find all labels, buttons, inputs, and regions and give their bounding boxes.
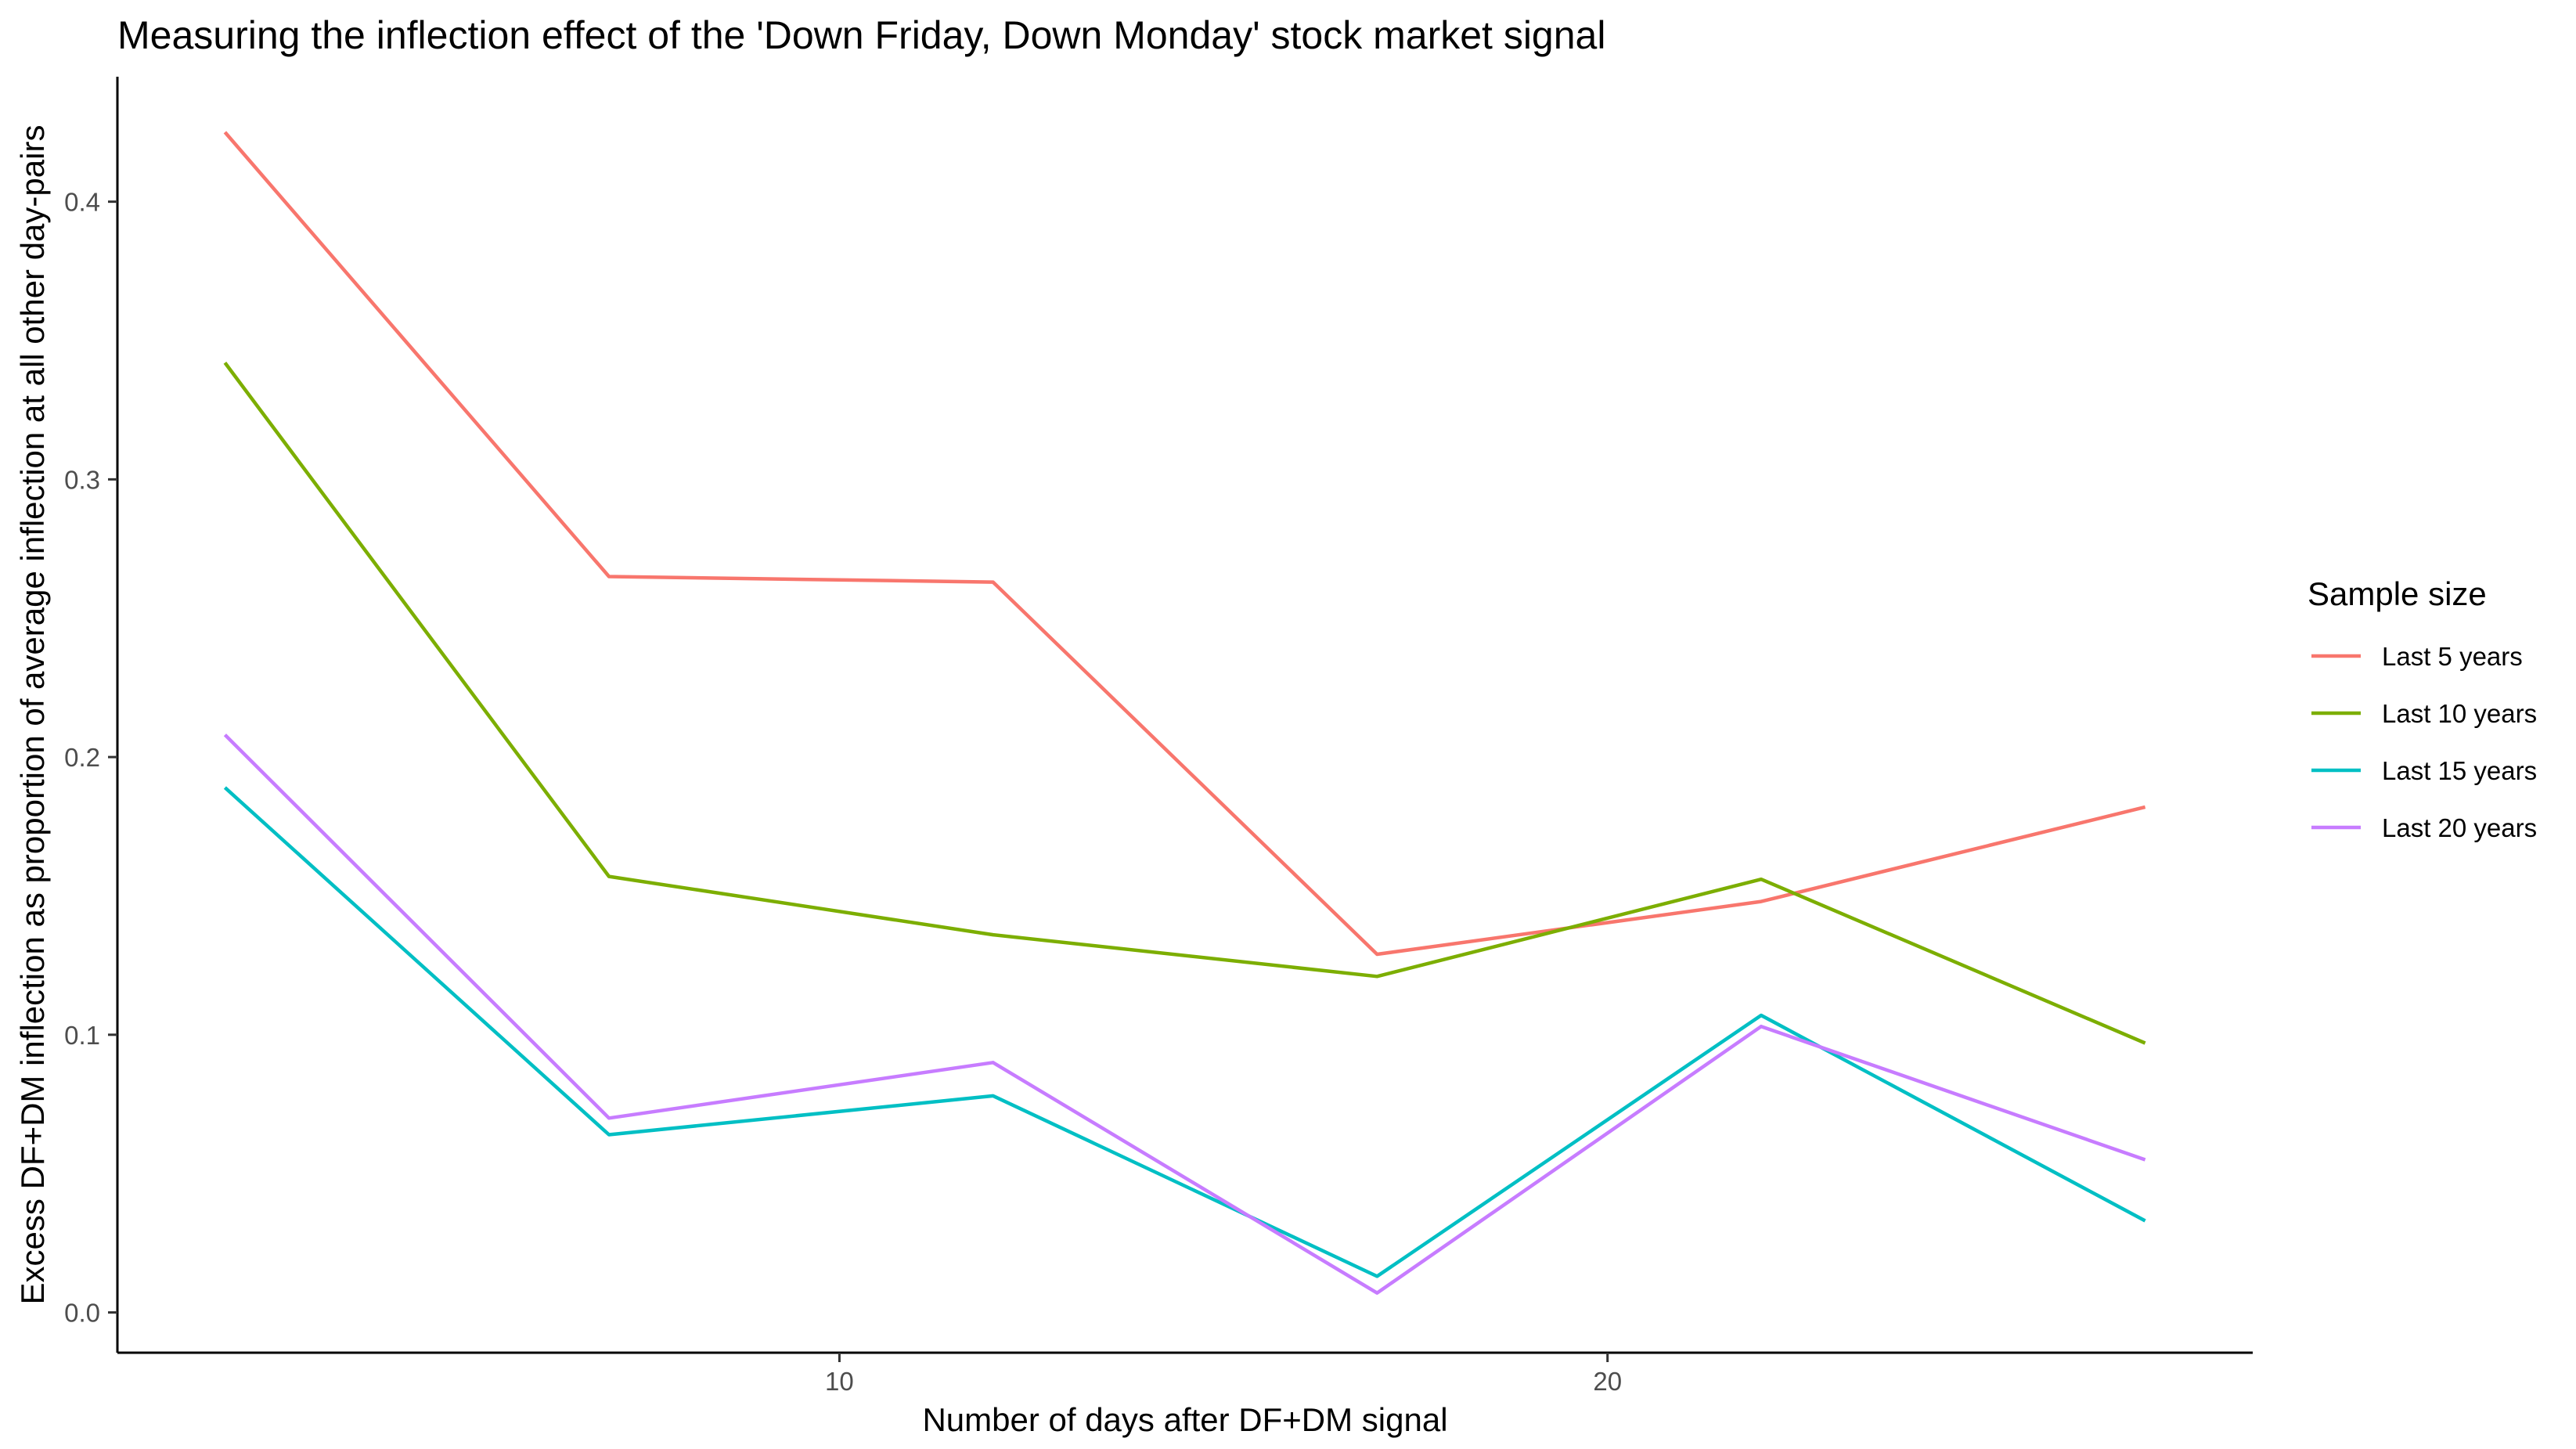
x-tick-label: 20 (1593, 1367, 1622, 1396)
legend-label-last-5-years: Last 5 years (2382, 642, 2523, 671)
y-axis-ticks: 0.0 0.1 0.2 0.3 0.4 (64, 188, 117, 1328)
x-axis-label: Number of days after DF+DM signal (922, 1401, 1447, 1438)
y-tick-label: 0.4 (64, 188, 100, 217)
x-axis-ticks: 10 20 (825, 1353, 1622, 1396)
legend-label-last-15-years: Last 15 years (2382, 756, 2537, 785)
legend-label-last-10-years: Last 10 years (2382, 699, 2537, 728)
series-line-last-10-years (223, 362, 2146, 1045)
legend-label-last-20-years: Last 20 years (2382, 813, 2537, 842)
plot-area (223, 131, 2146, 1295)
legend: Sample size Last 5 years Last 10 years Las… (2308, 575, 2537, 842)
y-tick-label: 0.3 (64, 465, 100, 494)
y-tick-label: 0.0 (64, 1299, 100, 1328)
series-line-last-15-years (223, 786, 2146, 1278)
y-tick-label: 0.1 (64, 1021, 100, 1050)
x-tick-label: 10 (825, 1367, 854, 1396)
legend-title: Sample size (2308, 575, 2487, 612)
y-axis-label: Excess DF+DM inflection as proportion of… (14, 125, 51, 1305)
chart-title: Measuring the inflection effect of the '… (117, 13, 1605, 57)
y-tick-label: 0.2 (64, 743, 100, 772)
series-line-last-5-years (223, 131, 2146, 957)
series-line-last-20-years (223, 734, 2146, 1295)
